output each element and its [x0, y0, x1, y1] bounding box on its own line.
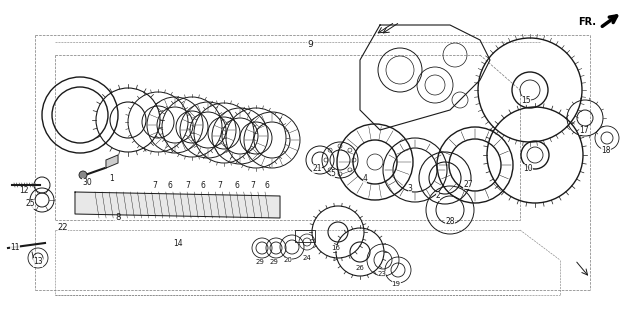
Text: 15: 15 [521, 95, 531, 105]
Text: 23: 23 [378, 271, 387, 277]
Text: 6: 6 [168, 180, 172, 189]
Text: 7: 7 [186, 180, 191, 189]
Text: 19: 19 [392, 281, 401, 287]
Text: 6: 6 [264, 180, 269, 189]
Text: 7: 7 [251, 180, 255, 189]
Text: 8: 8 [115, 213, 121, 222]
Text: FR.: FR. [578, 17, 596, 27]
Text: 3: 3 [408, 183, 412, 193]
Text: 26: 26 [356, 265, 364, 271]
Text: 29: 29 [255, 259, 264, 265]
Text: 5: 5 [331, 169, 335, 178]
Text: 24: 24 [303, 255, 312, 261]
Text: 16: 16 [332, 245, 340, 251]
Text: 4: 4 [363, 173, 367, 182]
Circle shape [79, 171, 87, 179]
Text: 1: 1 [109, 173, 115, 182]
Text: 21: 21 [312, 164, 322, 172]
Text: 22: 22 [58, 223, 68, 233]
Text: 17: 17 [579, 125, 589, 134]
Text: 9: 9 [307, 39, 313, 49]
Text: 6: 6 [235, 180, 239, 189]
Text: 20: 20 [284, 257, 292, 263]
Text: 29: 29 [269, 259, 278, 265]
Text: 11: 11 [10, 244, 20, 252]
Polygon shape [106, 155, 118, 168]
Text: 14: 14 [173, 239, 183, 249]
Text: 12: 12 [19, 186, 29, 195]
Text: 30: 30 [82, 178, 92, 187]
Bar [295, 230, 315, 242]
Polygon shape [75, 192, 280, 218]
Text: 7: 7 [152, 180, 157, 189]
Text: 27: 27 [463, 180, 473, 188]
Text: 13: 13 [33, 258, 43, 267]
Text: 28: 28 [445, 218, 455, 227]
Text: 18: 18 [601, 146, 611, 155]
Text: 10: 10 [523, 164, 533, 172]
Text: 25: 25 [25, 199, 35, 209]
Text: 2: 2 [436, 191, 440, 201]
Text: 6: 6 [200, 180, 205, 189]
Text: 7: 7 [218, 180, 223, 189]
